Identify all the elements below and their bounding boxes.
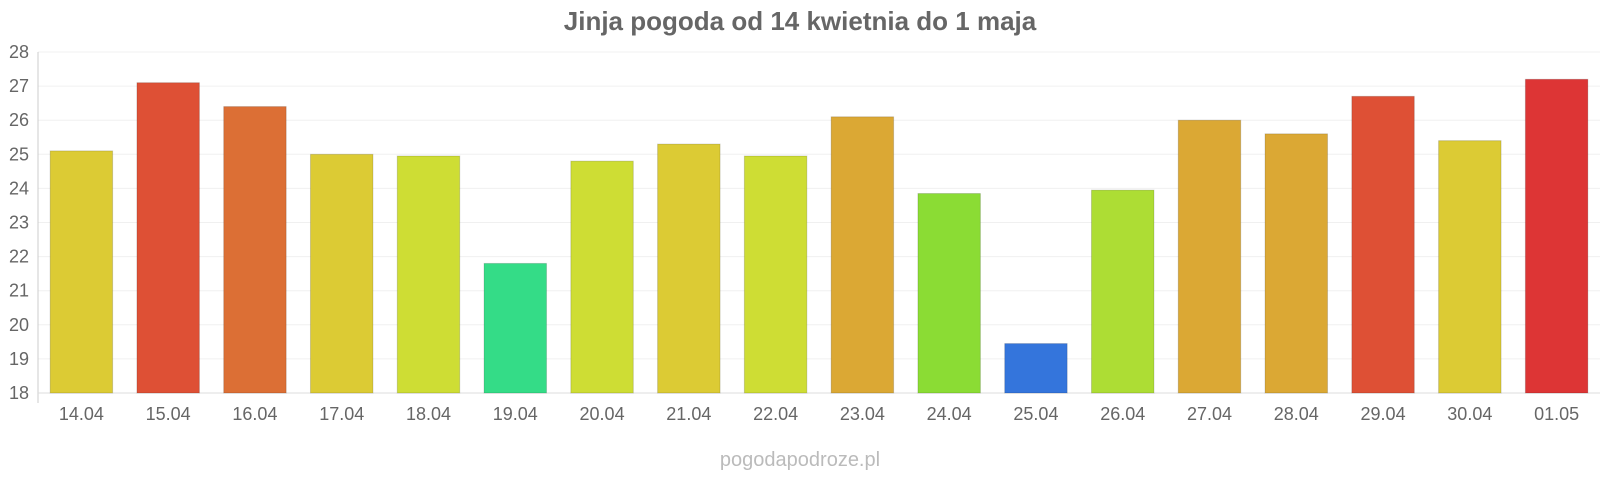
- x-tick-label: 23.04: [840, 404, 885, 424]
- bar-17.04: [309, 153, 374, 394]
- x-tick-labels: 14.04 15.04 16.04 17.04 18.04 19.04 20.04 21.04…: [59, 404, 1579, 424]
- bar-28.04: [1264, 133, 1329, 394]
- chart-title: Jinja pogoda od 14 kwietnia do 1 maja: [563, 6, 1037, 36]
- axes: [37, 52, 1600, 403]
- y-tick-label: 28: [9, 42, 29, 62]
- watermark: pogodapodroze.pl: [719, 449, 881, 471]
- x-tick-label: 20.04: [580, 404, 625, 424]
- bar-18.04: [396, 155, 461, 394]
- bar-29.04: [1351, 95, 1415, 394]
- x-tick-label: 14.04: [59, 404, 104, 424]
- bar-30.04: [1438, 140, 1502, 394]
- x-tick-label: 15.04: [146, 404, 191, 424]
- bar-22.04: [743, 155, 808, 394]
- x-tick-label: 18.04: [406, 404, 451, 424]
- bar-26.04: [1090, 189, 1155, 394]
- y-tick-label: 19: [9, 349, 29, 369]
- y-tick-label: 18: [9, 383, 29, 403]
- bars: [49, 78, 1589, 394]
- y-tick-label: 25: [9, 144, 29, 164]
- y-tick-label: 20: [9, 315, 29, 335]
- x-tick-label: 30.04: [1447, 404, 1492, 424]
- y-tick-label: 24: [9, 178, 29, 198]
- bar-15.04: [136, 82, 200, 394]
- bar-chart: 18 19 20 21 22 23 24 25 26 27 28 14.04 15.04 16.04 17…: [9, 42, 1600, 424]
- bar-16.04: [223, 106, 287, 394]
- bar-23.04: [830, 116, 895, 394]
- x-tick-label: 17.04: [319, 404, 364, 424]
- x-tick-label: 26.04: [1100, 404, 1145, 424]
- bar-14.04: [49, 150, 114, 394]
- x-tick-label: 29.04: [1361, 404, 1406, 424]
- y-tick-label: 27: [9, 76, 29, 96]
- y-tick-labels: 18 19 20 21 22 23 24 25 26 27 28: [9, 42, 29, 403]
- bar-21.04: [657, 143, 721, 394]
- bar-27.04: [1177, 119, 1242, 394]
- x-tick-label: 27.04: [1187, 404, 1232, 424]
- x-tick-label: 22.04: [753, 404, 798, 424]
- y-tick-label: 23: [9, 213, 29, 233]
- bar-20.04: [570, 160, 634, 394]
- x-tick-label: 24.04: [927, 404, 972, 424]
- bar-19.04: [483, 262, 548, 394]
- x-tick-label: 25.04: [1013, 404, 1058, 424]
- y-tick-label: 21: [9, 281, 29, 301]
- x-tick-label: 19.04: [493, 404, 538, 424]
- y-tick-label: 26: [9, 110, 29, 130]
- x-tick-label: 16.04: [232, 404, 277, 424]
- grid-lines: [38, 51, 1600, 394]
- y-tick-label: 22: [9, 247, 29, 267]
- x-tick-label: 01.05: [1534, 404, 1579, 424]
- bar-25.04: [1004, 343, 1068, 394]
- x-tick-label: 21.04: [666, 404, 711, 424]
- bar-24.04: [917, 193, 981, 394]
- bar-01.05: [1524, 78, 1589, 394]
- x-tick-label: 28.04: [1274, 404, 1319, 424]
